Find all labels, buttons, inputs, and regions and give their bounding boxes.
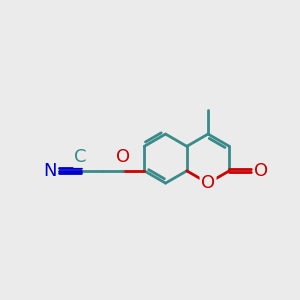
Text: O: O [201,174,215,192]
Text: O: O [254,162,268,180]
Text: C: C [74,148,87,166]
Text: N: N [43,162,56,180]
Text: O: O [116,148,130,166]
